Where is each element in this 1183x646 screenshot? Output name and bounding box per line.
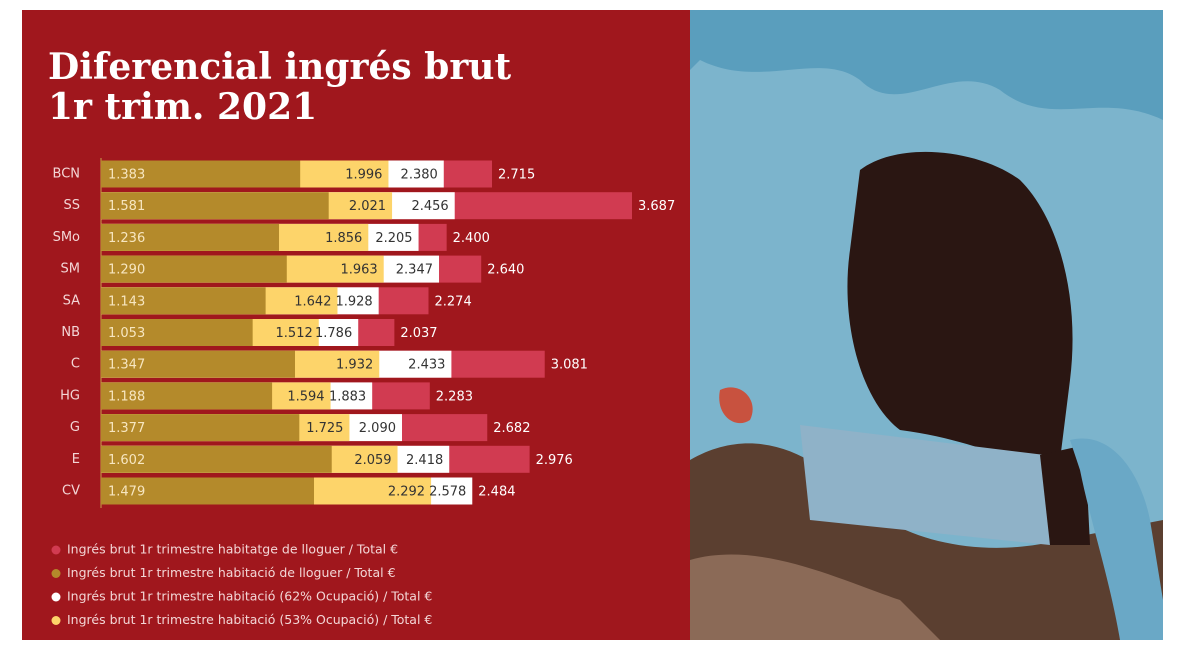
- legend-label: Ingrés brut 1r trimestre habitació (62% …: [67, 589, 432, 604]
- value-label: 1.383: [108, 168, 145, 183]
- legend-marker: [51, 569, 61, 578]
- value-label: 1.786: [315, 326, 352, 341]
- value-label: 2.976: [536, 453, 573, 468]
- value-label: 2.205: [375, 231, 412, 246]
- value-label: 1.236: [108, 231, 145, 246]
- value-label: 2.456: [411, 199, 448, 214]
- value-label: 2.578: [429, 485, 466, 500]
- value-label: 1.377: [108, 421, 145, 436]
- category-label: E: [72, 452, 80, 467]
- value-label: 2.484: [478, 485, 515, 500]
- legend-marker: [51, 616, 61, 625]
- category-label: HG: [60, 388, 80, 403]
- value-label: 1.512: [276, 326, 313, 341]
- value-label: 3.081: [551, 358, 588, 373]
- value-label: 1.928: [335, 294, 372, 309]
- category-label: SM: [61, 262, 80, 277]
- bar: [101, 414, 300, 442]
- value-label: 2.059: [354, 453, 391, 468]
- category-label: BCN: [53, 167, 81, 182]
- bar: [101, 477, 315, 505]
- value-label: 1.963: [340, 263, 377, 278]
- value-label: 2.037: [400, 326, 437, 341]
- value-label: 2.090: [359, 421, 396, 436]
- value-label: 1.602: [108, 453, 145, 468]
- value-label: 2.715: [498, 168, 535, 183]
- category-label: SA: [63, 293, 80, 308]
- value-label: 1.725: [306, 421, 343, 436]
- bar: [101, 350, 295, 378]
- bar: [101, 319, 253, 346]
- category-label: NB: [61, 325, 80, 340]
- legend-marker: [51, 545, 61, 555]
- category-label: CV: [62, 484, 80, 499]
- bar: [101, 382, 273, 410]
- value-label: 2.292: [388, 485, 425, 500]
- value-label: 1.932: [336, 358, 373, 373]
- value-label: 1.053: [108, 326, 145, 341]
- legend-marker: [51, 592, 61, 602]
- bar: [101, 445, 332, 473]
- value-label: 2.433: [408, 358, 445, 373]
- value-label: 1.290: [108, 263, 145, 278]
- value-label: 1.642: [294, 294, 331, 309]
- bar: [101, 255, 287, 283]
- legend-label: Ingrés brut 1r trimestre habitació de ll…: [67, 565, 396, 580]
- value-label: 1.143: [108, 294, 145, 309]
- bar: [101, 223, 280, 251]
- bar: [101, 287, 266, 315]
- value-label: 3.687: [638, 199, 675, 214]
- value-label: 2.274: [435, 294, 472, 309]
- value-label: 1.581: [108, 199, 145, 214]
- category-label: SS: [63, 198, 80, 213]
- category-label: C: [71, 357, 80, 372]
- value-label: 1.479: [108, 485, 145, 500]
- value-label: 1.347: [108, 358, 145, 373]
- chart-title: 1r trim. 2021: [48, 86, 317, 128]
- value-label: 2.283: [436, 389, 473, 404]
- chart-title: Diferencial ingrés brut: [48, 46, 511, 88]
- category-label: G: [70, 420, 80, 435]
- value-label: 1.883: [329, 389, 366, 404]
- legend-label: Ingrés brut 1r trimestre habitatge de ll…: [67, 542, 398, 557]
- category-label: SMo: [53, 230, 80, 245]
- bar: [101, 192, 329, 220]
- value-label: 2.380: [401, 168, 438, 183]
- value-label: 1.996: [345, 168, 382, 183]
- value-label: 2.682: [493, 421, 530, 436]
- value-label: 2.400: [453, 231, 490, 246]
- value-label: 1.594: [287, 389, 324, 404]
- value-label: 2.640: [487, 263, 524, 278]
- photo: [690, 10, 1163, 640]
- value-label: 2.347: [396, 263, 433, 278]
- bar: [101, 160, 301, 188]
- value-label: 1.188: [108, 389, 145, 404]
- value-label: 1.856: [325, 231, 362, 246]
- legend-label: Ingrés brut 1r trimestre habitació (53% …: [67, 612, 432, 627]
- value-label: 2.418: [406, 453, 443, 468]
- value-label: 2.021: [349, 199, 386, 214]
